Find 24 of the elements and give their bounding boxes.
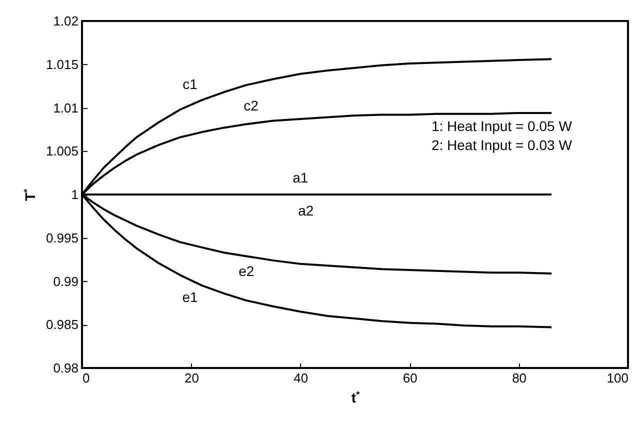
y-tick-label: 1.01 xyxy=(53,100,78,116)
annotation: a2 xyxy=(298,202,314,218)
annotation: 2: Heat Input = 0.03 W xyxy=(431,136,573,153)
x-tick-label: 80 xyxy=(512,370,527,386)
annotation: 1: Heat Input = 0.05 W xyxy=(431,118,573,134)
series-label: c2 xyxy=(244,98,259,114)
x-tick-label: 60 xyxy=(402,370,418,386)
y-tick-label: 0.995 xyxy=(46,230,78,246)
y-tick-label: 1.005 xyxy=(46,144,78,159)
y-tick-label: 0.98 xyxy=(53,360,78,376)
series-label: e2 xyxy=(238,263,254,280)
y-tick-label: 1.02 xyxy=(53,14,78,28)
y-tick-label: 0.985 xyxy=(46,317,78,332)
x-axis-title: t$^{*}$ xyxy=(351,390,360,406)
series-label: e1 xyxy=(182,288,198,305)
y-tick-label: 1.015 xyxy=(46,56,78,72)
x-tick-label: 40 xyxy=(294,370,308,386)
y-tick-label: 0.99 xyxy=(53,274,78,289)
x-tick-label: 100 xyxy=(606,370,628,386)
annotation: a1 xyxy=(292,170,308,186)
x-tick-label: 20 xyxy=(184,370,199,386)
x-tick-label: 0 xyxy=(82,370,90,386)
y-tick-label: 1 xyxy=(71,187,78,202)
series-label: c1 xyxy=(182,76,198,92)
